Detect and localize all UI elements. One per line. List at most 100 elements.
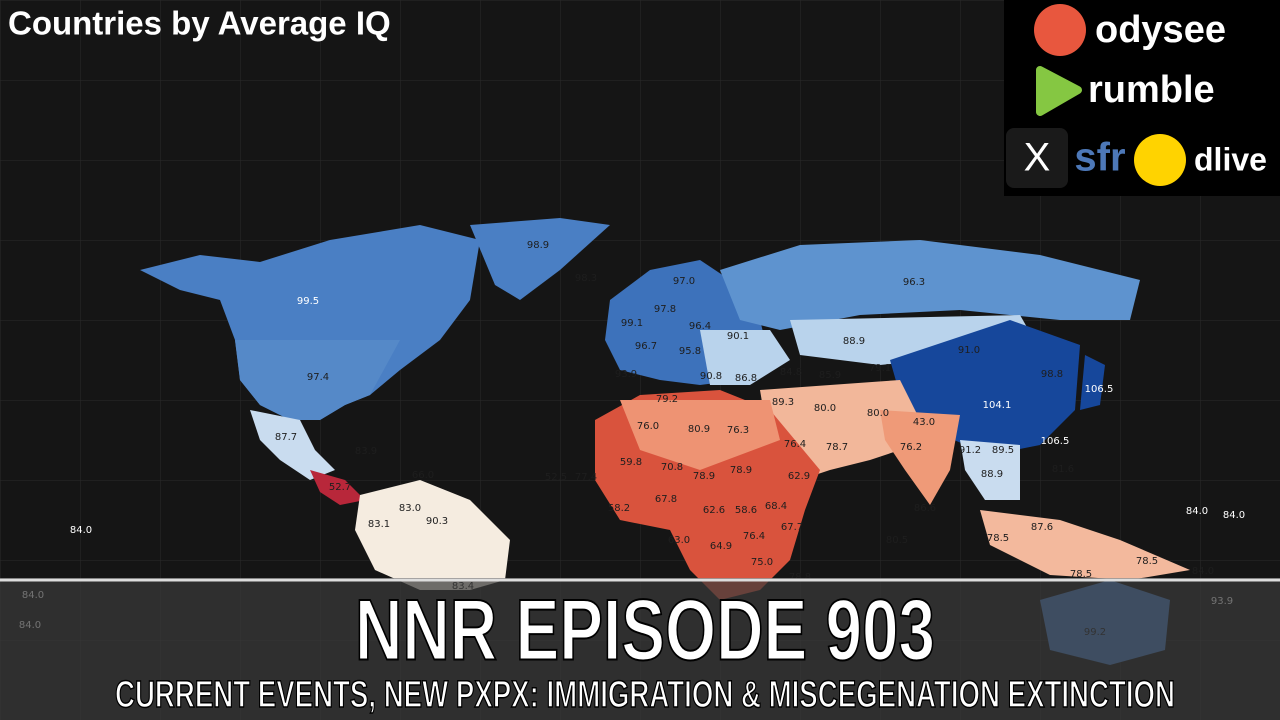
country-label: 78.7 xyxy=(826,442,848,453)
country-label: 76.4 xyxy=(743,531,765,542)
country-label: 84.0 xyxy=(1186,506,1208,517)
country-label: 59.8 xyxy=(620,457,642,468)
country-label: 90.3 xyxy=(426,516,448,527)
map-title: Countries by Average IQ xyxy=(8,5,391,42)
country-label: 79.2 xyxy=(656,394,678,405)
country-label: 77.4 xyxy=(575,472,597,483)
country-label: 78.8 xyxy=(789,572,811,583)
country-label: 96.3 xyxy=(903,277,925,288)
country-label: 52.7 xyxy=(329,482,351,493)
country-label: 66.0 xyxy=(412,470,434,481)
country-label: 84.8 xyxy=(780,367,802,378)
country-label: 80.5 xyxy=(886,535,908,546)
country-label: 76.0 xyxy=(637,421,659,432)
country-label: 98.8 xyxy=(1041,369,1063,380)
country-label: 89.3 xyxy=(772,397,794,408)
country-label: 86.8 xyxy=(735,373,757,384)
country-label: 89.5 xyxy=(992,445,1014,456)
india xyxy=(880,410,960,505)
country-label: 80.0 xyxy=(867,408,889,419)
country-label: 87.6 xyxy=(1031,522,1053,533)
country-label: 88.9 xyxy=(843,336,865,347)
russia xyxy=(720,240,1140,330)
central-america xyxy=(310,470,365,505)
episode-subtitle: CURRENT EVENTS, NEW PXPX: IMMIGRATION & … xyxy=(115,674,1175,716)
episode-title: NNR EPISODE 903 xyxy=(355,583,935,679)
usa xyxy=(235,340,400,420)
country-label: 87.7 xyxy=(275,432,297,443)
southeast-asia xyxy=(960,440,1020,500)
banner: NNR EPISODE 903 CURRENT EVENTS, NEW PXPX… xyxy=(0,578,1280,720)
country-label: 98.9 xyxy=(527,240,549,251)
country-label: 97.4 xyxy=(307,372,329,383)
country-label: 67.7 xyxy=(781,522,803,533)
country-label: 83.1 xyxy=(368,519,390,530)
country-label: 80.0 xyxy=(814,403,836,414)
country-label: 99.5 xyxy=(297,296,319,307)
country-label: 78.5 xyxy=(1136,556,1158,567)
country-label: 76.2 xyxy=(900,442,922,453)
country-label: 99.1 xyxy=(621,318,643,329)
country-label: 80.9 xyxy=(688,424,710,435)
greenland xyxy=(470,218,610,300)
country-label: 58.6 xyxy=(735,505,757,516)
world-map xyxy=(140,218,1190,665)
country-label: 78.9 xyxy=(693,471,715,482)
country-label: 97.0 xyxy=(673,276,695,287)
country-label: 90.1 xyxy=(727,331,749,342)
sfr-logo: sfr xyxy=(1074,136,1125,180)
country-label: 75.0 xyxy=(751,557,773,568)
country-label: 90.8 xyxy=(700,371,722,382)
country-label: 93.9 xyxy=(615,369,637,380)
country-label: 67.8 xyxy=(655,494,677,505)
country-label: 43.0 xyxy=(913,417,935,428)
odysee-logo: odysee xyxy=(1095,9,1226,51)
country-label: 84.0 xyxy=(1192,566,1214,577)
country-label: 106.5 xyxy=(1041,436,1070,447)
x-logo: X xyxy=(1024,136,1051,180)
country-label: 86.6 xyxy=(914,503,936,514)
north-america xyxy=(140,225,480,420)
country-label: 83.0 xyxy=(399,503,421,514)
country-label: 91.2 xyxy=(959,445,981,456)
dlive-logo: dlive xyxy=(1194,141,1267,177)
country-label: 64.9 xyxy=(710,541,732,552)
country-label: 91.0 xyxy=(958,345,980,356)
country-label: 62.6 xyxy=(703,505,725,516)
country-label: 95.8 xyxy=(679,346,701,357)
country-label: 58.2 xyxy=(608,503,630,514)
logo-panel: odysee rumble X sfr dlive xyxy=(1004,0,1280,196)
banner-bg xyxy=(0,578,1280,720)
north-africa xyxy=(620,400,780,470)
south-america xyxy=(355,480,510,590)
rumble-logo: rumble xyxy=(1088,69,1215,111)
dlive-icon xyxy=(1134,134,1186,186)
country-label: 96.4 xyxy=(689,321,711,332)
mexico xyxy=(250,410,335,480)
country-label: 78.9 xyxy=(730,465,752,476)
country-label: 70.8 xyxy=(661,462,683,473)
japan xyxy=(1080,355,1105,410)
country-label: 81.6 xyxy=(1052,464,1074,475)
country-label: 97.8 xyxy=(654,304,676,315)
rumble-icon xyxy=(1036,66,1082,116)
country-label: 96.7 xyxy=(635,341,657,352)
country-label: 78.5 xyxy=(987,533,1009,544)
country-label: 79.1 xyxy=(869,363,891,374)
country-label: 76.4 xyxy=(784,439,806,450)
indonesia xyxy=(980,510,1190,580)
odysee-icon xyxy=(1034,4,1086,56)
country-label: 84.0 xyxy=(1223,510,1245,521)
country-label: 76.3 xyxy=(727,425,749,436)
country-label: 104.1 xyxy=(983,400,1012,411)
country-label: 88.9 xyxy=(981,469,1003,480)
country-label: 85.9 xyxy=(819,370,841,381)
country-label: 52.5 xyxy=(545,472,567,483)
country-label: 106.5 xyxy=(1085,384,1114,395)
country-label: 63.0 xyxy=(668,535,690,546)
country-label: 68.4 xyxy=(765,501,787,512)
country-label: 84.0 xyxy=(70,525,92,536)
country-label: 98.3 xyxy=(575,273,597,284)
